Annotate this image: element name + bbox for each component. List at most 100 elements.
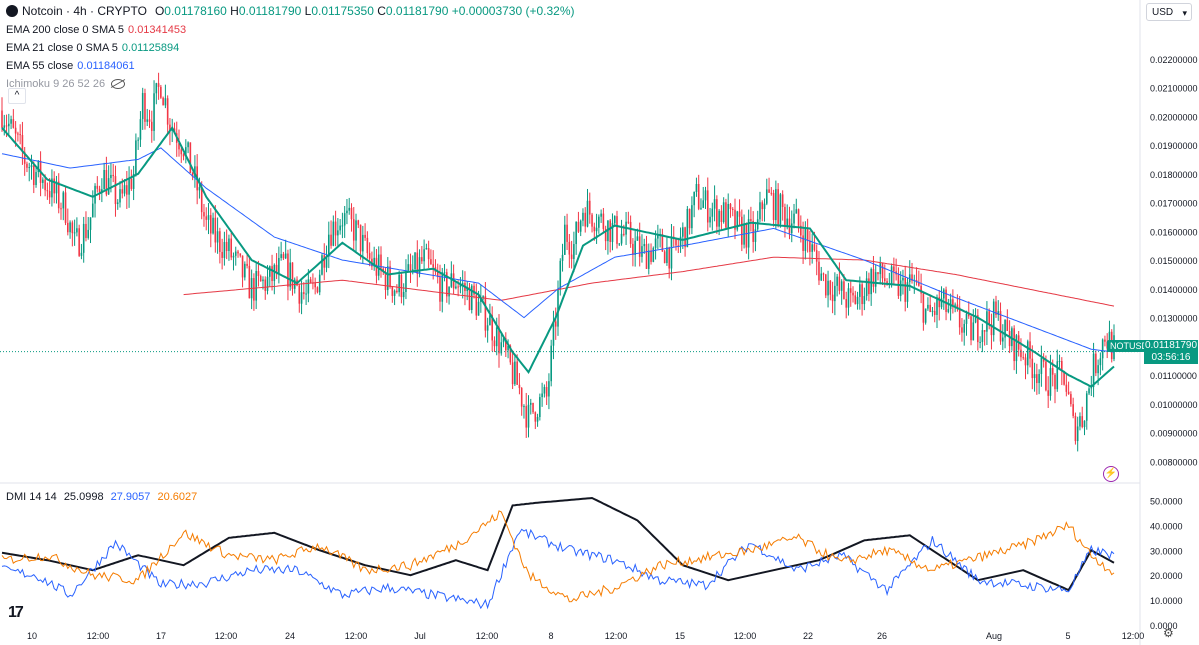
candle-body xyxy=(427,248,430,260)
candle-body xyxy=(845,299,848,308)
candle-body xyxy=(1070,394,1072,405)
candle-body xyxy=(600,213,602,217)
candle-body xyxy=(763,203,766,210)
candle-body xyxy=(729,203,732,210)
candle-body xyxy=(62,192,65,209)
candle-body xyxy=(511,362,514,385)
candle-body xyxy=(275,264,278,273)
candle-body xyxy=(82,223,85,253)
candle-body xyxy=(781,194,784,207)
candle-body xyxy=(357,220,360,225)
candle-body xyxy=(638,236,641,257)
candle-body xyxy=(779,194,782,225)
candle-body xyxy=(820,273,823,281)
price-tick-label: 0.01800000 xyxy=(1150,170,1198,180)
currency-selector[interactable]: USD ▾ xyxy=(1146,3,1192,21)
candle-body xyxy=(761,202,764,210)
candle-body xyxy=(407,264,410,271)
candle-body xyxy=(995,301,997,315)
candle-body xyxy=(1036,374,1038,384)
indicator-ema55[interactable]: EMA 55 close 0.01184061 xyxy=(6,60,135,72)
candle-body xyxy=(752,220,754,242)
candle-body xyxy=(35,172,37,185)
candle-body xyxy=(947,309,950,312)
candle-body xyxy=(409,264,412,271)
candle-body xyxy=(23,151,26,164)
candle-body xyxy=(647,250,650,269)
time-tick-label: 24 xyxy=(285,631,295,641)
candle-body xyxy=(525,406,528,428)
candle-body xyxy=(28,167,31,169)
gear-icon[interactable]: ⚙ xyxy=(1163,626,1174,640)
candle-body xyxy=(539,397,541,417)
time-tick-label: 8 xyxy=(548,631,553,641)
candle-body xyxy=(246,263,248,266)
indicator-ema200[interactable]: EMA 200 close 0 SMA 5 0.01341453 xyxy=(6,24,187,36)
candle-body xyxy=(806,228,809,241)
candle-body xyxy=(611,223,614,242)
hidden-eye-icon[interactable] xyxy=(111,79,126,90)
candle-body xyxy=(489,315,491,326)
candle-body xyxy=(967,313,970,317)
candle-body xyxy=(107,178,110,195)
candle-body xyxy=(568,241,571,255)
candle-body xyxy=(486,325,489,331)
candle-body xyxy=(920,285,922,294)
candle-body xyxy=(182,154,185,157)
dmi-legend[interactable]: DMI 14 14 25.0998 27.9057 20.6027 xyxy=(6,491,198,503)
candle-body xyxy=(1004,319,1006,338)
candle-body xyxy=(332,221,335,246)
candle-body xyxy=(473,285,475,295)
candle-body xyxy=(198,187,201,191)
candle-body xyxy=(1051,368,1054,375)
candle-body xyxy=(391,286,394,296)
candle-body xyxy=(341,225,344,227)
candle-body xyxy=(446,272,448,297)
candle-body xyxy=(645,243,648,269)
candle-body xyxy=(137,139,139,141)
candle-body xyxy=(1006,319,1009,332)
tradingview-logo[interactable]: 17 xyxy=(8,604,24,621)
candle-body xyxy=(468,287,471,311)
indicator-ichimoku[interactable]: Ichimoku 9 26 52 26 xyxy=(6,77,126,91)
candle-body xyxy=(566,224,568,242)
candle-body xyxy=(992,301,995,336)
candle-body xyxy=(241,255,244,278)
candle-body xyxy=(502,338,505,343)
candle-body xyxy=(813,244,816,251)
lightning-icon[interactable]: ⚡ xyxy=(1103,466,1119,482)
candle-body xyxy=(713,199,716,209)
candle-body xyxy=(8,123,10,127)
candle-body xyxy=(85,223,87,238)
candle-body xyxy=(793,213,795,224)
ma-line-ema-200 xyxy=(183,256,1115,307)
candle-body xyxy=(291,262,294,289)
candle-body xyxy=(321,255,323,275)
candle-body xyxy=(396,290,398,293)
candle-body xyxy=(116,202,119,205)
candle-body xyxy=(26,163,28,168)
candle-body xyxy=(586,200,589,227)
candle-body xyxy=(1002,337,1004,342)
candle-body xyxy=(881,263,884,279)
candle-body xyxy=(983,330,986,332)
ma-line-ema-55 xyxy=(1,147,1115,353)
candle-body xyxy=(854,295,857,305)
candle-body xyxy=(863,295,866,305)
symbol-legend: Notcoin · 4h · CRYPTO O0.01178160 H0.011… xyxy=(6,4,575,18)
candle-body xyxy=(741,216,743,245)
candle-body xyxy=(207,215,210,220)
collapse-legend-button[interactable]: ^ xyxy=(8,88,26,104)
candle-body xyxy=(609,220,611,242)
candle-body xyxy=(636,236,639,241)
candle-body xyxy=(307,279,310,294)
price-tick-label: 0.02000000 xyxy=(1150,112,1198,122)
dmi-tick-label: 40.0000 xyxy=(1150,521,1183,531)
ohlc-values: O0.01178160 H0.01181790 L0.01175350 C0.0… xyxy=(154,4,575,18)
candle-body xyxy=(484,296,487,331)
candle-body xyxy=(509,345,512,363)
indicator-ema21[interactable]: EMA 21 close 0 SMA 5 0.01125894 xyxy=(6,42,180,54)
candle-body xyxy=(253,278,255,301)
candle-body xyxy=(30,165,33,168)
